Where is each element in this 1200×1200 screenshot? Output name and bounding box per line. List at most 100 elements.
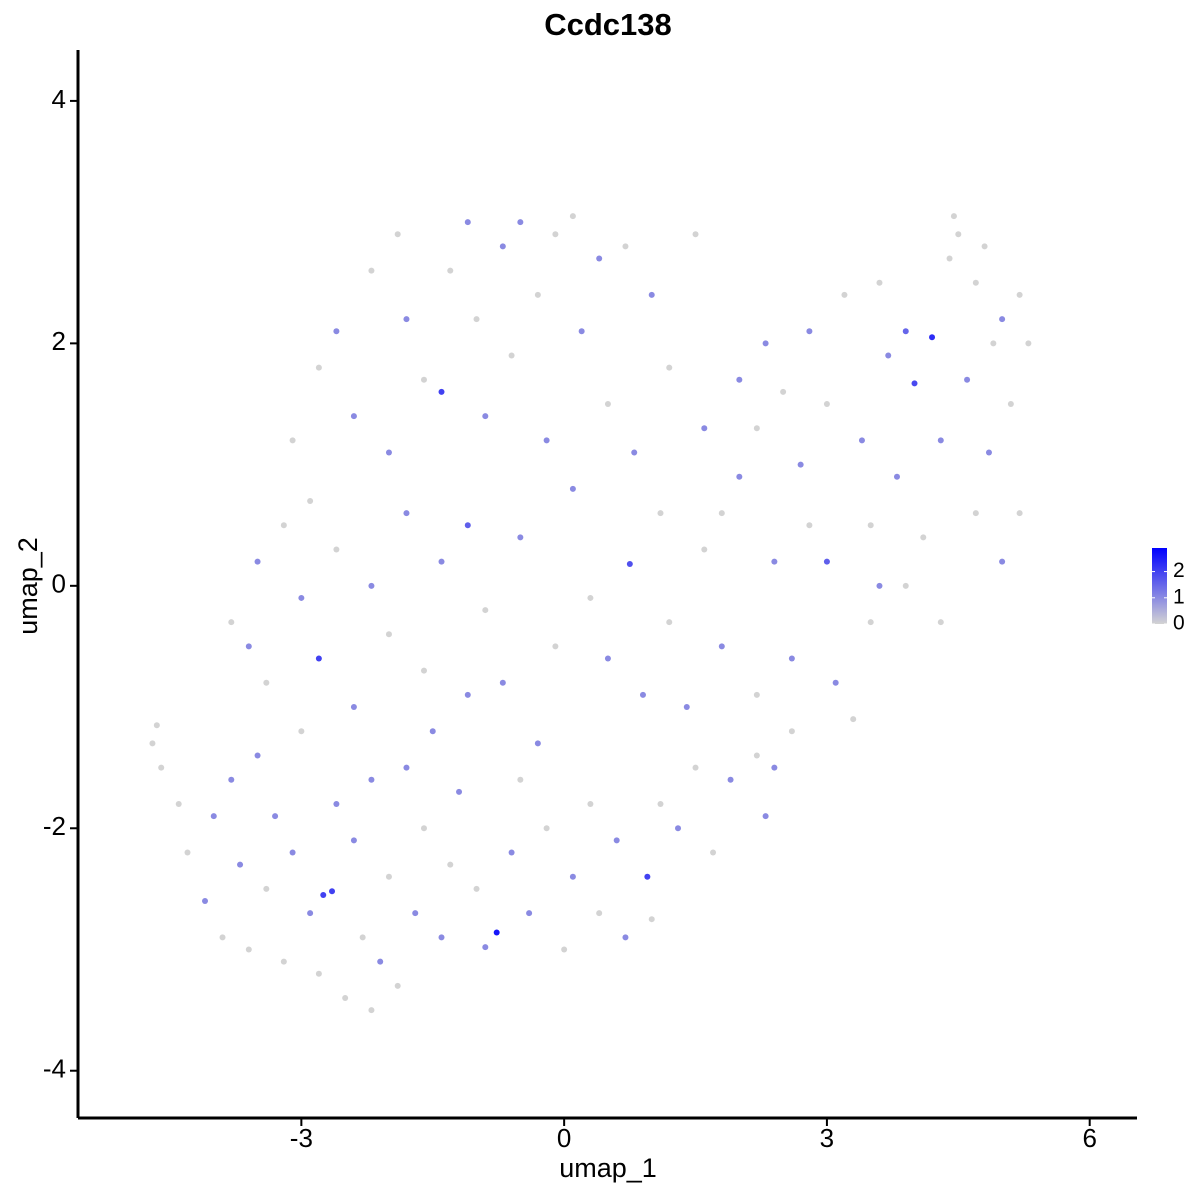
y-tick-label: 4 bbox=[52, 84, 66, 114]
point bbox=[482, 413, 489, 420]
y-tick-label: 0 bbox=[52, 569, 66, 599]
point bbox=[438, 558, 445, 565]
point bbox=[307, 910, 314, 917]
point bbox=[237, 861, 244, 868]
point bbox=[245, 946, 252, 953]
point bbox=[552, 643, 559, 650]
point bbox=[701, 546, 708, 553]
point bbox=[981, 243, 988, 250]
point bbox=[534, 291, 541, 298]
point bbox=[902, 328, 909, 335]
point bbox=[394, 982, 401, 989]
point bbox=[666, 364, 673, 371]
point bbox=[762, 340, 769, 347]
point bbox=[806, 522, 813, 529]
point bbox=[648, 916, 655, 923]
point bbox=[508, 352, 515, 359]
point bbox=[158, 764, 165, 771]
point bbox=[499, 679, 506, 686]
point bbox=[377, 958, 384, 965]
point bbox=[692, 231, 699, 238]
point bbox=[675, 825, 682, 832]
point bbox=[823, 400, 830, 407]
point bbox=[806, 328, 813, 335]
point bbox=[350, 413, 357, 420]
point bbox=[315, 970, 322, 977]
point bbox=[307, 497, 314, 504]
point bbox=[543, 825, 550, 832]
point bbox=[955, 231, 962, 238]
point bbox=[482, 607, 489, 614]
point bbox=[1016, 510, 1023, 517]
point bbox=[666, 619, 673, 626]
point bbox=[464, 691, 471, 698]
point bbox=[412, 910, 419, 917]
point bbox=[990, 340, 997, 347]
point bbox=[596, 910, 603, 917]
point bbox=[254, 558, 261, 565]
point bbox=[1016, 291, 1023, 298]
point bbox=[447, 861, 454, 868]
point bbox=[385, 449, 392, 456]
point bbox=[219, 934, 226, 941]
point bbox=[727, 776, 734, 783]
point bbox=[631, 449, 638, 456]
point bbox=[858, 437, 865, 444]
x-tick-label: 0 bbox=[557, 1123, 571, 1153]
point bbox=[876, 582, 883, 589]
point bbox=[350, 837, 357, 844]
point bbox=[692, 764, 699, 771]
point bbox=[403, 510, 410, 517]
point bbox=[420, 825, 427, 832]
point bbox=[596, 255, 603, 262]
point bbox=[254, 752, 261, 759]
point bbox=[272, 813, 279, 820]
x-tick-label: 3 bbox=[820, 1123, 834, 1153]
point bbox=[1025, 340, 1032, 347]
colorbar bbox=[1152, 548, 1167, 624]
point bbox=[289, 849, 296, 856]
point bbox=[911, 380, 918, 387]
point bbox=[937, 619, 944, 626]
point bbox=[149, 740, 156, 747]
point bbox=[184, 849, 191, 856]
point bbox=[657, 510, 664, 517]
point bbox=[280, 522, 287, 529]
point bbox=[517, 534, 524, 541]
point bbox=[823, 558, 830, 565]
point bbox=[289, 437, 296, 444]
point bbox=[202, 898, 209, 905]
point bbox=[473, 316, 480, 323]
point bbox=[648, 291, 655, 298]
point bbox=[543, 437, 550, 444]
point bbox=[315, 655, 322, 662]
point bbox=[552, 231, 559, 238]
point bbox=[937, 437, 944, 444]
point bbox=[394, 231, 401, 238]
point bbox=[753, 691, 760, 698]
point bbox=[736, 473, 743, 480]
y-tick-label: 2 bbox=[52, 326, 66, 356]
point bbox=[464, 219, 471, 226]
y-axis-label: umap_2 bbox=[13, 537, 43, 635]
point bbox=[771, 558, 778, 565]
point bbox=[850, 716, 857, 723]
point bbox=[333, 546, 340, 553]
x-tick-label: -3 bbox=[290, 1123, 313, 1153]
point bbox=[526, 910, 533, 917]
point bbox=[753, 425, 760, 432]
x-tick-label: 6 bbox=[1082, 1123, 1096, 1153]
point bbox=[298, 728, 305, 735]
chart-title: Ccdc138 bbox=[544, 7, 672, 42]
point bbox=[797, 461, 804, 468]
point bbox=[613, 837, 620, 844]
point bbox=[753, 752, 760, 759]
point bbox=[298, 594, 305, 601]
point bbox=[876, 279, 883, 286]
point bbox=[175, 801, 182, 808]
point bbox=[420, 376, 427, 383]
point bbox=[964, 376, 971, 383]
point bbox=[153, 722, 160, 729]
point bbox=[499, 243, 506, 250]
